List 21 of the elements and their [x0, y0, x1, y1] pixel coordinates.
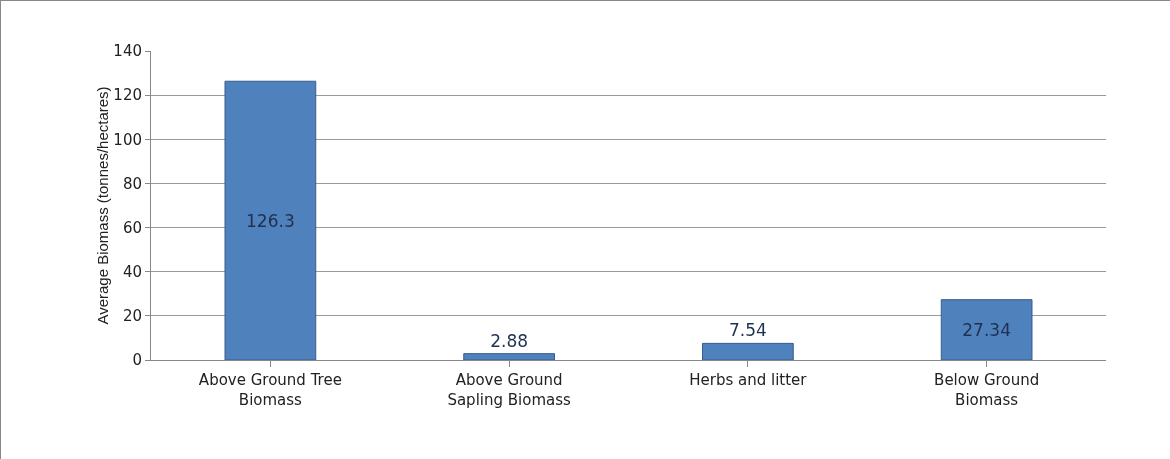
y-tick-label: 80	[122, 174, 142, 193]
x-tick-label: Above Ground Sapling Biomass	[447, 371, 572, 409]
y-tick-label: 60	[122, 218, 142, 237]
y-tick-label: 40	[122, 262, 142, 281]
x-tick-label: Above Ground Tree Biomass	[198, 371, 342, 409]
y-tick-label: 100	[113, 130, 142, 149]
x-tick-label: Below Ground Biomass	[934, 371, 1040, 409]
bar	[463, 353, 555, 360]
bar	[224, 80, 317, 360]
data-label: 7.54	[728, 320, 767, 341]
y-tick-label: 140	[113, 42, 142, 61]
y-axis-title: Average Biomass (tonnes/hectares)	[94, 86, 112, 325]
bar	[702, 342, 794, 360]
y-tick-label: 120	[113, 86, 142, 105]
x-tick-label: Herbs and litter	[689, 371, 808, 389]
data-label: 126.3	[246, 210, 295, 231]
data-label: 2.88	[490, 330, 529, 351]
bar	[940, 299, 1033, 360]
y-tick-label: 0	[132, 351, 142, 370]
data-label: 27.34	[962, 319, 1011, 340]
y-tick-label: 20	[122, 307, 142, 326]
